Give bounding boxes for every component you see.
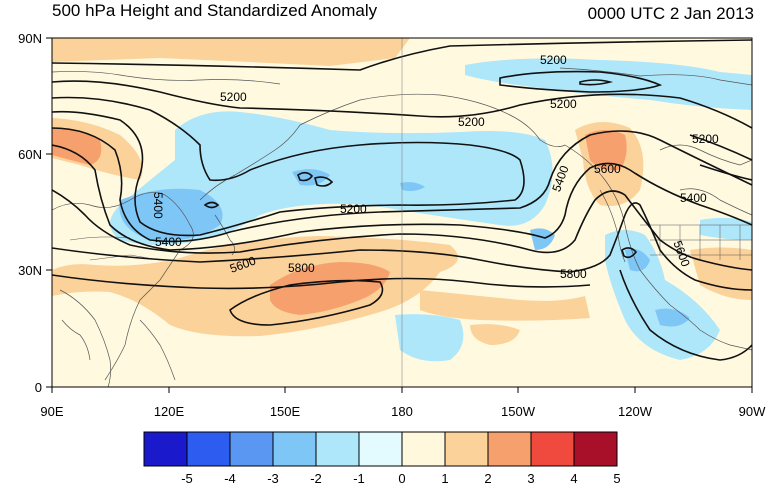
longitude-axis <box>51 387 753 393</box>
colorbar-box <box>444 431 489 467</box>
colorbar-label: -4 <box>224 471 236 486</box>
colorbar-label: 1 <box>441 471 448 486</box>
strong-positive-anomaly <box>52 127 627 315</box>
colorbar-box <box>272 431 317 467</box>
latitude-axis <box>46 37 52 388</box>
contour-label: 5200 <box>220 90 247 104</box>
contour-label: 5400 <box>151 192 165 219</box>
colorbar-box <box>143 431 188 467</box>
contour-label: 5400 <box>680 191 707 205</box>
contour-label: 5800 <box>288 261 315 275</box>
height-contours <box>52 39 752 361</box>
colorbar-label: 3 <box>527 471 534 486</box>
contour-label: 5400 <box>155 235 182 249</box>
colorbar-box <box>315 431 360 467</box>
positive-anomaly-shading <box>52 38 752 345</box>
contour-label: 5200 <box>458 115 485 129</box>
lat-label: 30N <box>18 263 42 278</box>
lat-label: 0 <box>35 380 42 395</box>
colorbar-label: 5 <box>613 471 620 486</box>
colorbar-box <box>530 431 575 467</box>
country-borders <box>69 224 752 261</box>
lon-label: 150E <box>270 404 301 419</box>
colorbar-label: -3 <box>267 471 279 486</box>
longitude-labels: 90E 120E 150E 180 150W 120W 90W <box>40 404 766 419</box>
latitude-labels: 90N 60N 30N 0 <box>18 31 42 395</box>
colorbar-labels: -5 -4 -3 -2 -1 0 1 2 3 4 5 <box>181 471 620 486</box>
map-title: 500 hPa Height and Standardized Anomaly <box>52 1 378 20</box>
colorbar-label: -2 <box>310 471 322 486</box>
colorbar-box <box>573 431 618 467</box>
colorbar-label: -5 <box>181 471 193 486</box>
lat-label: 90N <box>18 31 42 46</box>
colorbar-box <box>186 431 231 467</box>
contour-label: 5200 <box>340 202 367 216</box>
colorbar-box <box>229 431 274 467</box>
strong-negative-anomaly <box>119 169 690 327</box>
lon-label: 90W <box>739 404 766 419</box>
colorbar <box>143 431 618 467</box>
lon-label: 90E <box>40 404 63 419</box>
contour-label: 5200 <box>540 53 567 67</box>
lat-label: 60N <box>18 147 42 162</box>
contour-label: 5600 <box>594 162 621 176</box>
valid-time: 0000 UTC 2 Jan 2013 <box>587 4 754 23</box>
colorbar-box <box>401 431 446 467</box>
map-plot <box>52 38 752 387</box>
colorbar-label: 4 <box>570 471 577 486</box>
lon-label: 120W <box>618 404 653 419</box>
colorbar-label: -1 <box>353 471 365 486</box>
contour-label: 5200 <box>550 97 577 111</box>
contour-label: 5200 <box>692 132 719 146</box>
lon-label: 180 <box>391 404 413 419</box>
contour-label: 5800 <box>560 267 587 281</box>
colorbar-label: 2 <box>484 471 491 486</box>
colorbar-box <box>358 431 403 467</box>
lon-label: 120E <box>154 404 185 419</box>
colorbar-label: 0 <box>398 471 405 486</box>
lon-label: 150W <box>501 404 536 419</box>
colorbar-box <box>487 431 532 467</box>
